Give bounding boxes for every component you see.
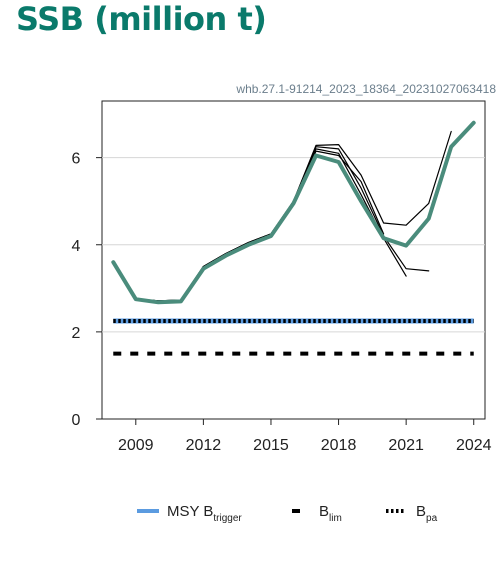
plot-frame [101,100,486,420]
legend-item-msy: MSY Btrigger [137,503,242,524]
legend-sub-lim: lim [329,513,342,524]
x-tick-label: 2012 [186,437,222,454]
y-tick-label: 0 [72,412,81,429]
legend-item-pa: Bpa [386,503,438,524]
legend-label-pa: Bpa [416,503,438,524]
legend-label-lim: Blim [319,503,342,524]
retro-series-line [112,146,430,302]
grid-layer [102,157,485,333]
x-tick-label: 2018 [321,437,357,454]
retro-series-line [112,148,407,302]
legend-item-lim: Blim [292,503,342,524]
y-tick-label: 2 [72,325,81,342]
legend-label-msy: MSY Btrigger [167,503,242,524]
legend: MSY Btrigger Blim Bpa [137,503,438,524]
series-layer [111,120,476,305]
ssb-series-line [111,120,476,305]
reference-lines [113,318,474,356]
chart-subtitle: whb.27.1-91214_2023_18364_20231027063418 [236,82,496,96]
page-title: SSB (million t) [16,0,267,38]
x-tick-label: 2024 [456,437,492,454]
legend-sub-msy: trigger [213,513,242,524]
x-tick-label: 2009 [118,437,154,454]
legend-sub-pa: pa [426,513,438,524]
axis-ticks: 0 2 4 6 2009 2012 2015 2018 2021 2024 [72,151,492,454]
y-tick-label: 4 [72,238,81,255]
x-tick-label: 2015 [253,437,289,454]
y-tick-label: 6 [72,151,81,168]
x-tick-label: 2021 [388,437,424,454]
